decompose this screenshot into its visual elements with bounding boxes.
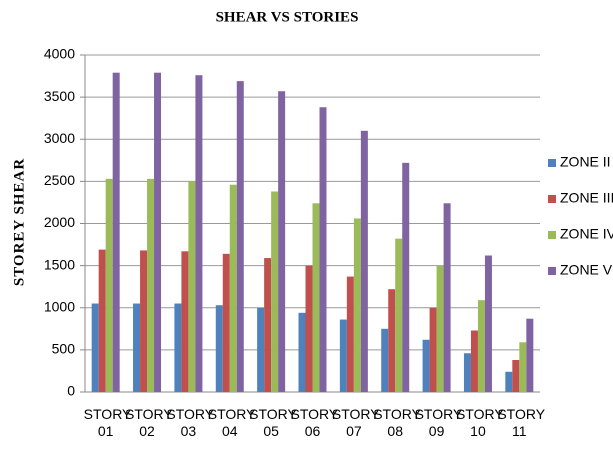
x-tick-label: STORY 08 [373,406,421,439]
legend-swatch [548,159,556,167]
y-axis-label: STOREY SHEAR [11,158,27,286]
bar [229,184,237,392]
bar [264,258,272,392]
bar [402,162,410,392]
bar [195,75,203,392]
bar [381,328,389,392]
bar [526,318,534,392]
x-tick-label: STORY 04 [207,406,256,439]
legend-label: ZONE II [560,154,611,170]
y-tick-label: 2500 [44,172,75,188]
bar [388,289,396,392]
bar [271,191,279,392]
legend-swatch [548,267,556,275]
bar [222,253,230,392]
x-tick-label: STORY 10 [455,406,504,439]
bar [512,359,520,392]
bar [140,250,148,392]
bar [519,342,527,392]
x-tick-label: STORY 07 [331,406,380,439]
bar [154,72,162,392]
bar [346,276,354,392]
bar [105,178,113,392]
bar [112,72,120,392]
bar [312,203,320,392]
bar [236,81,244,393]
y-tick-label: 2000 [44,214,75,230]
bar [174,303,182,392]
y-tick-label: 3500 [44,88,75,104]
y-tick-label: 4000 [44,46,75,62]
x-tick-label: STORY 09 [414,406,463,439]
legend-label: ZONE V [560,262,613,278]
bar [353,218,361,392]
bar [436,265,444,392]
bar [429,307,437,392]
x-tick-label: STORY 03 [166,406,215,439]
x-tick-label: STORY 02 [125,406,173,439]
bar [257,307,265,392]
x-tick-label: STORY 11 [497,406,546,439]
bar [305,265,313,392]
bar [422,339,430,392]
x-tick-label: STORY 06 [290,406,339,439]
bar [339,319,347,392]
x-tick-label: STORY 01 [83,406,132,439]
bar [505,371,513,392]
y-tick-label: 500 [52,341,76,357]
bar [181,251,189,392]
bar [477,300,485,392]
bar [147,178,155,392]
y-tick-label: 1000 [44,298,75,314]
bar [319,107,327,393]
bar [470,330,478,392]
bar [395,238,403,392]
bar [360,130,368,392]
bar [298,312,306,392]
chart-title: SHEAR VS STORIES [216,9,359,25]
legend-swatch [548,231,556,239]
legend-label: ZONE III [560,190,613,206]
bar [91,303,99,392]
y-tick-label: 1500 [44,256,75,272]
bar [484,255,492,392]
bar [133,303,141,392]
legend-label: ZONE IV [560,226,613,242]
bar [98,249,106,392]
bar [215,305,223,392]
bar [188,181,196,392]
bar [278,91,286,392]
y-tick-label: 3000 [44,130,75,146]
y-tick-label: 0 [67,383,75,399]
bar [463,353,471,392]
legend-swatch [548,195,556,203]
bar [443,203,451,392]
x-tick-label: STORY 05 [249,406,297,439]
